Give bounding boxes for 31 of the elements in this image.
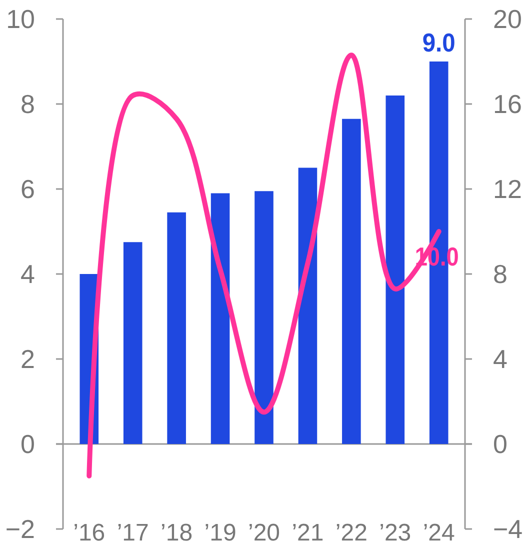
x-tick-label: ’23 xyxy=(379,520,412,542)
x-tick-label: ’16 xyxy=(73,520,106,542)
x-tick-label: ’21 xyxy=(292,520,324,542)
y2-tick-label: 4 xyxy=(493,344,508,374)
data-label: 9.0 xyxy=(422,28,459,58)
y-tick-label: 4 xyxy=(20,259,35,289)
bar xyxy=(298,168,318,444)
bar xyxy=(210,193,230,444)
x-tick-label: ’17 xyxy=(116,520,149,542)
bar xyxy=(167,212,186,444)
x-tick-label: ’20 xyxy=(248,520,280,542)
bar xyxy=(386,96,405,444)
y2-tick-label: 12 xyxy=(493,174,522,204)
x-tick-label: ’18 xyxy=(160,520,193,542)
x-tick-label: ’22 xyxy=(335,520,368,542)
y-tick-label: 0 xyxy=(20,429,35,459)
bar xyxy=(123,242,142,444)
x-tick-label: ’24 xyxy=(422,520,455,542)
y-tick-label: 8 xyxy=(20,89,35,119)
bar xyxy=(342,118,361,444)
x-tick-label: ’19 xyxy=(204,520,236,542)
y-tick-label: 6 xyxy=(20,174,35,204)
y2-tick-label: 8 xyxy=(493,259,508,289)
y-tick-label: 10 xyxy=(6,4,35,34)
y2-tick-label: −4 xyxy=(493,514,523,542)
y2-tick-label: 16 xyxy=(493,89,522,119)
y2-tick-label: 0 xyxy=(493,429,508,459)
y2-tick-label: 20 xyxy=(493,4,522,34)
bar xyxy=(254,191,274,444)
y-tick-label: −2 xyxy=(5,514,35,542)
y-tick-label: 2 xyxy=(20,344,35,374)
